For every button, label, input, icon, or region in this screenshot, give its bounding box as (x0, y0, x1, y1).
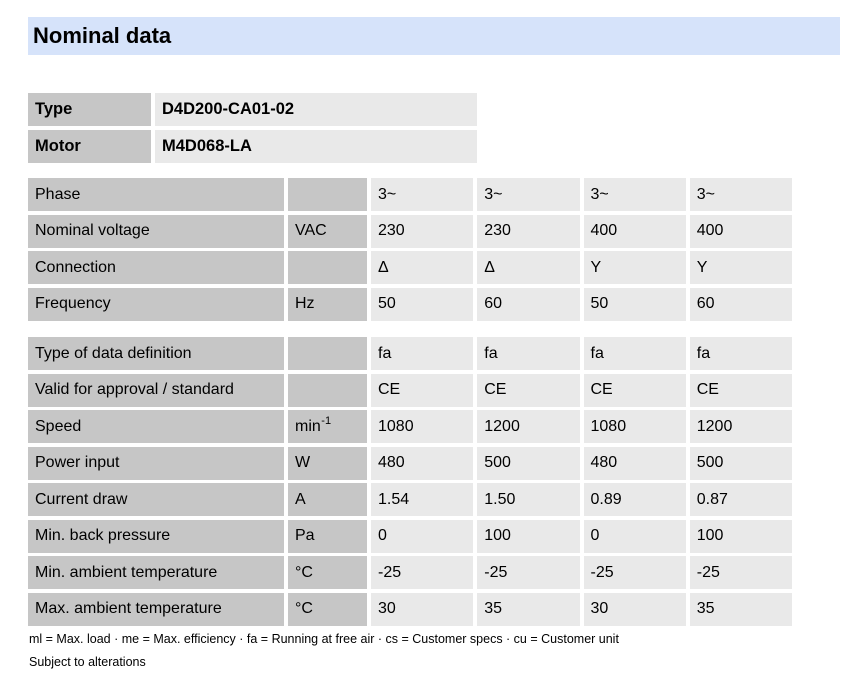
spec-row-value: Δ (371, 251, 474, 284)
spec-row-value: CE (689, 373, 792, 407)
spec-row-label: Current draw (28, 483, 284, 516)
spec-row-value: 1200 (477, 410, 580, 443)
table-row: Min. ambient temperature °C -25 -25 -25 -25 (28, 556, 792, 589)
table-row: Phase 3~ 3~ 3~ 3~ (28, 178, 792, 211)
spec-row-value: 0 (371, 519, 474, 553)
spec-row-value: Y (689, 251, 792, 284)
table-row: Valid for approval / standard CE CE CE CE (28, 373, 792, 407)
spec-row-value: 100 (689, 519, 792, 553)
spec-row-value: 480 (583, 446, 686, 480)
spec-row-unit: W (288, 446, 367, 480)
spec-row-label: Nominal voltage (28, 214, 284, 248)
spec-row-value: 1200 (689, 410, 792, 443)
spec-row-value: 230 (477, 214, 580, 248)
spec-row-value: CE (371, 373, 474, 407)
spec-row-value: 50 (371, 287, 474, 321)
spec-row-value: 500 (689, 446, 792, 480)
spec-row-unit: Hz (288, 287, 367, 321)
id-row-value: M4D068-LA (155, 130, 477, 163)
spec-row-value: 3~ (371, 178, 474, 211)
spec-row-value: 500 (477, 446, 580, 480)
section-title-bar: Nominal data (28, 17, 840, 55)
spec-row-value: 3~ (477, 178, 580, 211)
id-row-value: D4D200-CA01-02 (155, 93, 477, 126)
spec-row-value: 35 (477, 592, 580, 626)
spec-row-value: 400 (583, 214, 686, 248)
spec-row-unit (288, 373, 367, 407)
table-row: Nominal voltage VAC 230 230 400 400 (28, 214, 792, 248)
spec-row-value: 30 (371, 592, 474, 626)
table-row: Max. ambient temperature °C 30 35 30 35 (28, 592, 792, 626)
spec-row-value: 0.87 (689, 483, 792, 516)
spec-row-value: 60 (689, 287, 792, 321)
table-row: Type of data definition fa fa fa fa (28, 337, 792, 370)
spec-row-value: 35 (689, 592, 792, 626)
id-table: Type D4D200-CA01-02 Motor M4D068-LA (28, 93, 477, 163)
spec-row-unit: °C (288, 556, 367, 589)
spec-block-2: Type of data definition fa fa fa fa Valid for… (28, 337, 792, 626)
spec-row-value: 3~ (689, 178, 792, 211)
spec-row-value: -25 (689, 556, 792, 589)
spec-row-value: 0 (583, 519, 686, 553)
spec-row-label: Max. ambient temperature (28, 592, 284, 626)
spec-row-value: Δ (477, 251, 580, 284)
spec-row-value: 1080 (371, 410, 474, 443)
spec-row-value: fa (371, 337, 474, 370)
spec-row-label: Power input (28, 446, 284, 480)
table-row: Power input W 480 500 480 500 (28, 446, 792, 480)
spec-row-value: 1080 (583, 410, 686, 443)
spec-row-value: -25 (583, 556, 686, 589)
spec-row-unit (288, 178, 367, 211)
spec-row-value: fa (583, 337, 686, 370)
spec-row-unit: VAC (288, 214, 367, 248)
abbreviation-legend: ml = Max. load · me = Max. efficiency · … (29, 632, 619, 646)
spec-row-value: 50 (583, 287, 686, 321)
table-row: Min. back pressure Pa 0 100 0 100 (28, 519, 792, 553)
spec-row-unit: Pa (288, 519, 367, 553)
spec-row-value: fa (477, 337, 580, 370)
spec-row-label: Speed (28, 410, 284, 443)
table-row: Connection Δ Δ Y Y (28, 251, 792, 284)
spec-row-unit (288, 337, 367, 370)
spec-row-value: -25 (371, 556, 474, 589)
spec-row-unit: A (288, 483, 367, 516)
table-row: Current draw A 1.54 1.50 0.89 0.87 (28, 483, 792, 516)
spec-row-label: Min. ambient temperature (28, 556, 284, 589)
spec-row-value: 480 (371, 446, 474, 480)
alterations-note: Subject to alterations (29, 655, 146, 669)
id-row-label: Type (28, 93, 151, 126)
spec-row-label: Connection (28, 251, 284, 284)
spec-row-label: Valid for approval / standard (28, 373, 284, 407)
spec-row-unit (288, 251, 367, 284)
spec-block-1: Phase 3~ 3~ 3~ 3~ Nominal voltage VAC 230 230 400… (28, 178, 792, 321)
table-row: Speed min -1 1080 1200 1080 1200 (28, 410, 792, 443)
spec-row-label: Phase (28, 178, 284, 211)
spec-row-value: 1.54 (371, 483, 474, 516)
page-title: Nominal data (33, 23, 172, 48)
id-row-label: Motor (28, 130, 151, 163)
spec-row-label: Type of data definition (28, 337, 284, 370)
spec-row-value: 100 (477, 519, 580, 553)
spec-row-value: Y (583, 251, 686, 284)
spec-row-value: 400 (689, 214, 792, 248)
spec-row-value: 60 (477, 287, 580, 321)
spec-row-value: CE (477, 373, 580, 407)
spec-row-value: -25 (477, 556, 580, 589)
spec-row-value: fa (689, 337, 792, 370)
spec-row-label: Frequency (28, 287, 284, 321)
spec-row-value: 30 (583, 592, 686, 626)
spec-row-value: 3~ (583, 178, 686, 211)
spec-row-unit: min -1 (288, 410, 367, 443)
unit-superscript: -1 (321, 415, 332, 427)
spec-row-value: 1.50 (477, 483, 580, 516)
spec-row-value: 0.89 (583, 483, 686, 516)
spec-row-label: Min. back pressure (28, 519, 284, 553)
spec-row-value: CE (583, 373, 686, 407)
spec-row-value: 230 (371, 214, 474, 248)
table-row: Frequency Hz 50 60 50 60 (28, 287, 792, 321)
spec-row-unit: °C (288, 592, 367, 626)
